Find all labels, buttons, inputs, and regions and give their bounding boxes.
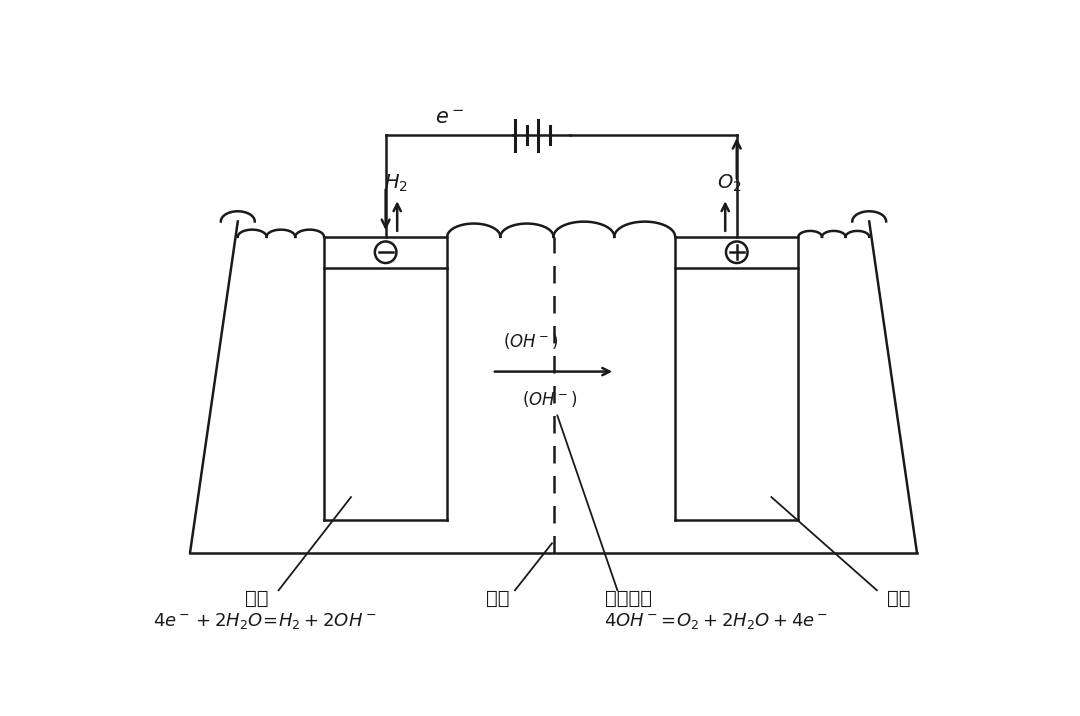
Text: 阳极: 阳极 xyxy=(887,589,910,608)
Bar xyxy=(324,237,447,268)
Text: $(OH^-)$: $(OH^-)$ xyxy=(503,331,558,351)
Text: $e^-$: $e^-$ xyxy=(435,109,464,127)
Text: $(OH^-)$: $(OH^-)$ xyxy=(522,389,577,409)
Text: 础性溶液: 础性溶液 xyxy=(606,589,652,608)
Text: $4OH^-\!=\!O_2+2H_2O+4e^-$: $4OH^-\!=\!O_2+2H_2O+4e^-$ xyxy=(604,611,827,631)
Bar xyxy=(675,237,798,268)
Text: $O_2$: $O_2$ xyxy=(717,173,741,194)
Text: $H_2$: $H_2$ xyxy=(383,173,407,194)
Text: 隔膜: 隔膜 xyxy=(486,589,510,608)
Text: $4e^-+2H_2O\!=\!H_2+2OH^-$: $4e^-+2H_2O\!=\!H_2+2OH^-$ xyxy=(153,611,377,631)
Text: 阴极: 阴极 xyxy=(245,589,269,608)
